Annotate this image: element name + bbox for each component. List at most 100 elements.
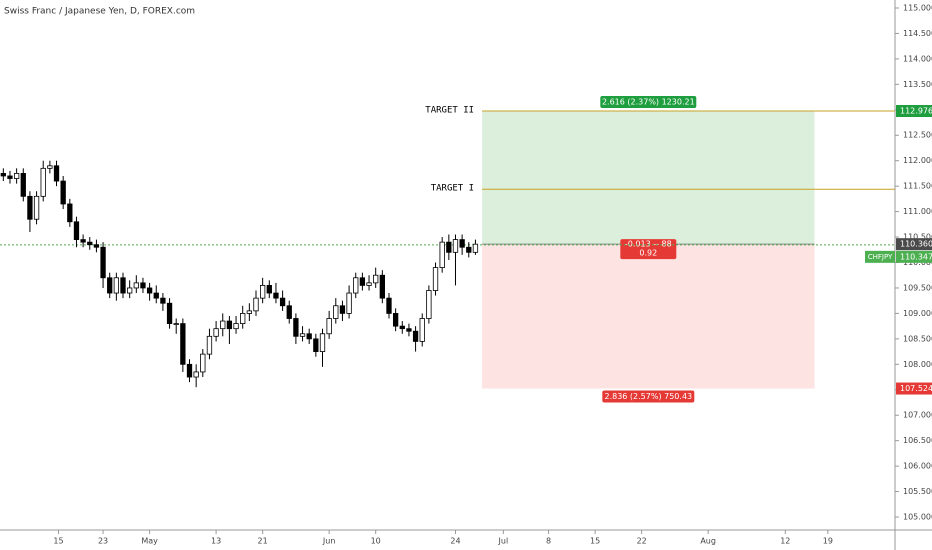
candle-body xyxy=(240,313,246,324)
candle-body xyxy=(220,320,226,330)
candle-body xyxy=(346,292,352,314)
last-price-tag xyxy=(896,250,932,263)
symbol-tag xyxy=(865,250,895,263)
x-tick-label: 22 xyxy=(637,537,647,546)
candle-body xyxy=(353,277,359,294)
candle-body xyxy=(259,285,266,299)
candle-body xyxy=(153,292,159,299)
price-tag-label: 112.976 xyxy=(900,107,932,116)
chart-title: Swiss Franc / Japanese Yen, D, FOREX.com xyxy=(4,7,195,17)
candle-body xyxy=(166,302,173,324)
candle-body xyxy=(359,277,366,286)
candle-body xyxy=(273,292,279,299)
candle-body xyxy=(246,310,252,314)
x-tick-label: 15 xyxy=(590,537,600,546)
candle-body xyxy=(419,318,425,342)
candle-body xyxy=(366,282,372,286)
candle-body xyxy=(392,313,399,327)
price-tag xyxy=(896,382,932,395)
candle-body xyxy=(233,323,239,330)
x-tick-label: 15 xyxy=(53,537,63,546)
y-tick-label: 112.000 xyxy=(903,156,932,165)
price-tag-label: 107.524 xyxy=(900,384,932,393)
candle-body xyxy=(406,328,412,332)
y-tick-label: 114.500 xyxy=(903,29,932,38)
x-tick-label: May xyxy=(141,537,158,546)
candle-body xyxy=(319,333,326,352)
candle-body xyxy=(452,239,459,253)
candle-body xyxy=(180,323,186,365)
candle-body xyxy=(200,353,206,373)
candle-body xyxy=(67,203,73,223)
center-label: 0.92 xyxy=(639,249,657,258)
candle-body xyxy=(133,282,139,289)
candle-body xyxy=(173,323,179,325)
candle-body xyxy=(0,173,6,177)
symbol-label: CHFJPY xyxy=(868,253,893,261)
candle-body xyxy=(13,173,20,179)
candle-body xyxy=(20,173,26,197)
candle-body xyxy=(253,297,259,312)
y-tick-label: 115.000 xyxy=(903,3,932,12)
candle-body xyxy=(313,338,319,352)
x-tick-label: 8 xyxy=(546,537,551,546)
candle-body xyxy=(87,241,93,246)
candle-body xyxy=(446,241,452,253)
target-label: TARGET II xyxy=(425,106,474,116)
candle-body xyxy=(73,221,80,240)
loss-zone xyxy=(482,244,815,389)
target-label: TARGET I xyxy=(431,184,474,194)
candle-body xyxy=(412,330,419,342)
x-tick-label: 24 xyxy=(450,537,460,546)
x-tick-label: 19 xyxy=(823,537,833,546)
price-tag-label: 110.360 xyxy=(900,240,932,249)
candle-body xyxy=(193,371,199,378)
candle-body xyxy=(466,246,472,253)
y-tick-label: 114.000 xyxy=(903,54,932,63)
y-tick-label: 107.000 xyxy=(903,411,932,420)
y-tick-label: 112.500 xyxy=(903,131,932,140)
center-label-box xyxy=(620,239,677,260)
candle-body xyxy=(439,241,445,268)
candle-body xyxy=(339,305,346,314)
y-tick-label: 109.000 xyxy=(903,309,932,318)
candle-body xyxy=(53,165,60,182)
x-tick-label: 21 xyxy=(258,537,268,546)
x-tick-label: Aug xyxy=(700,537,716,546)
x-tick-label: Jun xyxy=(322,537,336,546)
candle-body xyxy=(27,195,33,220)
candle-body xyxy=(373,274,379,284)
candle-body xyxy=(379,274,385,299)
candle-body xyxy=(140,282,146,289)
profit-zone xyxy=(482,111,815,245)
candle-body xyxy=(326,318,332,335)
candle-body xyxy=(226,320,233,330)
candle-body xyxy=(33,195,40,220)
x-tick-label: 12 xyxy=(780,537,790,546)
candle-body xyxy=(459,239,465,248)
candle-body xyxy=(160,297,166,304)
price-tag xyxy=(896,105,932,118)
candle-body xyxy=(286,305,292,319)
candle-body xyxy=(7,175,13,179)
candle-body xyxy=(472,243,479,253)
y-tick-label: 105.000 xyxy=(903,513,932,522)
candle-body xyxy=(293,318,299,337)
loss-label: 2.836 (2.57%) 750.43 xyxy=(604,392,692,401)
y-tick-label: 111.500 xyxy=(903,182,932,191)
candle-body xyxy=(386,297,392,314)
candle-body xyxy=(299,333,306,337)
x-tick-label: Jul xyxy=(498,537,509,546)
y-tick-label: 113.500 xyxy=(903,80,932,89)
last-price-label: 110.347 xyxy=(900,252,932,261)
candle-body xyxy=(146,287,153,294)
candle-body xyxy=(426,290,432,319)
candle-body xyxy=(107,277,113,294)
y-tick-label: 111.000 xyxy=(903,207,932,216)
center-label: -0.013 -- 88 xyxy=(625,240,672,249)
candle-body xyxy=(432,267,439,291)
candle-body xyxy=(113,277,120,294)
candle-body xyxy=(47,165,53,169)
